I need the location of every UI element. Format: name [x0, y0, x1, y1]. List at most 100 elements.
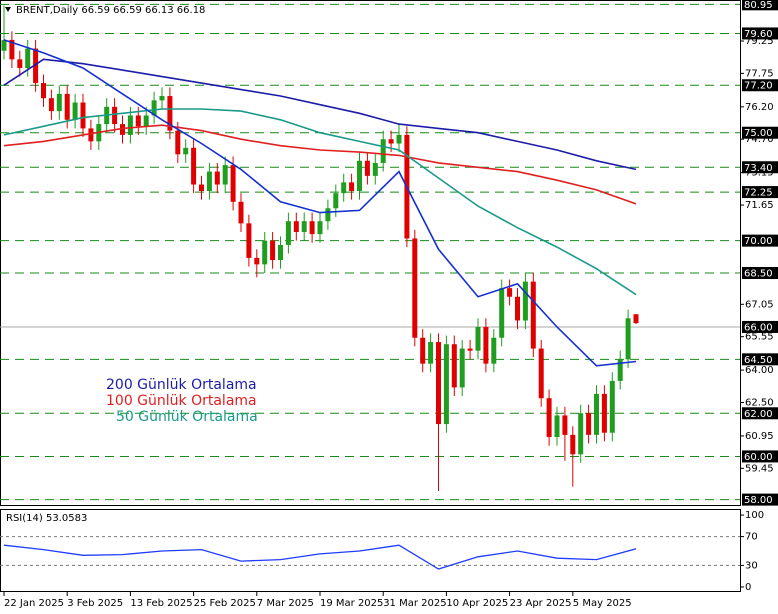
level-label: 70.00 — [744, 236, 773, 247]
candle-body — [238, 201, 244, 224]
y-tick-label: 64.00 — [745, 365, 774, 376]
candle-body — [617, 359, 623, 381]
candle-body — [364, 160, 370, 176]
candle-body — [538, 348, 544, 399]
x-tick-label: 7 Mar 2025 — [257, 598, 314, 609]
moving-average — [3, 58, 637, 171]
candle-body — [127, 115, 133, 135]
candle-body — [562, 415, 568, 435]
candle-body — [554, 415, 560, 438]
candle-body — [151, 100, 157, 116]
candle-body — [451, 344, 457, 388]
y-tick-label: 74.70 — [745, 134, 774, 145]
candle-body — [301, 221, 307, 232]
x-tick-label: 31 Mar 2025 — [383, 598, 446, 609]
candle-body — [48, 98, 54, 112]
candle-body — [412, 238, 418, 338]
candle-body — [357, 160, 362, 191]
candle-body — [396, 134, 402, 144]
candle-body — [143, 115, 149, 127]
candle-body — [530, 281, 536, 349]
candle-body — [570, 434, 576, 455]
candle-body — [206, 171, 212, 191]
candle-body — [594, 393, 599, 435]
y-tick-label: 0 — [745, 582, 751, 593]
level-label: 80.95 — [744, 0, 773, 11]
candle-body — [167, 96, 173, 131]
moving-average — [3, 39, 637, 367]
candle-body — [293, 221, 299, 232]
labels: BRENT,Daily 66.59 66.59 66.13 66.18 RSI(… — [5, 5, 205, 524]
candle-body — [88, 128, 94, 142]
y-tick-label: 71.65 — [745, 200, 774, 211]
level-label-box — [742, 407, 778, 420]
rsi-line — [3, 544, 637, 570]
candle-body — [80, 102, 86, 129]
candle-body — [135, 115, 141, 127]
candle-body — [254, 257, 260, 265]
candle-body — [625, 318, 631, 360]
candle-body — [17, 59, 23, 68]
candle-body — [428, 342, 434, 364]
price-label-box — [742, 320, 778, 333]
level-label: 62.00 — [744, 409, 773, 420]
menu-arrow — [5, 7, 11, 12]
x-tick-label: 19 Mar 2025 — [320, 598, 383, 609]
main-panel — [0, 0, 741, 506]
legend-entry: 200 Günlük Ortalama — [106, 377, 257, 393]
level-label-box — [742, 353, 778, 366]
legend-entry: 50 Günlük Ortalama — [116, 409, 258, 425]
rsi-title: RSI(14) 53.0583 — [6, 513, 87, 524]
candle-body — [515, 296, 520, 321]
candle-body — [56, 93, 62, 112]
candle-body — [1, 39, 7, 51]
y-tick-label: 100 — [745, 510, 764, 521]
candle-body — [191, 147, 197, 185]
y-tick-label: 60.95 — [745, 431, 774, 442]
x-tick-label: 5 May 2025 — [573, 598, 632, 609]
y-tick-label: 59.45 — [745, 463, 774, 474]
candle-body — [546, 398, 552, 438]
candle-body — [246, 223, 252, 258]
chart-title: BRENT,Daily 66.59 66.59 66.13 66.18 — [16, 5, 205, 16]
candle-body — [522, 281, 528, 321]
level-label-box — [742, 79, 778, 92]
level-label: 75.00 — [744, 128, 773, 139]
level-label-box — [742, 126, 778, 139]
candle-body — [72, 102, 78, 120]
candle-body — [491, 337, 497, 364]
candle-body — [507, 288, 513, 297]
rsi-panel — [0, 509, 741, 592]
moving-average — [3, 124, 637, 205]
candle-body — [372, 162, 378, 176]
candle-body — [436, 342, 441, 425]
level-label: 73.40 — [744, 163, 773, 174]
candle-body — [262, 240, 268, 265]
candle-body — [159, 96, 165, 101]
y-tick-label: 70 — [745, 532, 758, 543]
candle-body — [499, 288, 505, 338]
y-tick-label: 67.05 — [745, 299, 774, 310]
candle-body — [586, 413, 592, 435]
candle-body — [388, 139, 394, 144]
candle-body — [230, 165, 236, 202]
candle-body — [341, 182, 347, 194]
candle-body — [64, 93, 70, 120]
y-tick-label: 30 — [745, 560, 758, 571]
level-label: 77.20 — [744, 81, 773, 92]
y-tick-label: 62.50 — [745, 397, 774, 408]
y-tick-label: 79.25 — [745, 36, 774, 47]
candle-body — [33, 48, 39, 84]
candle-body — [459, 348, 465, 388]
candle-body — [112, 106, 118, 125]
candle-body — [633, 314, 639, 324]
candle-body — [475, 326, 481, 351]
candle-body — [41, 83, 46, 99]
price-label: 66.00 — [744, 322, 773, 333]
candle-body — [9, 39, 15, 60]
level-label: 58.00 — [744, 495, 773, 506]
candle-body — [214, 171, 220, 185]
candle-body — [325, 208, 331, 222]
